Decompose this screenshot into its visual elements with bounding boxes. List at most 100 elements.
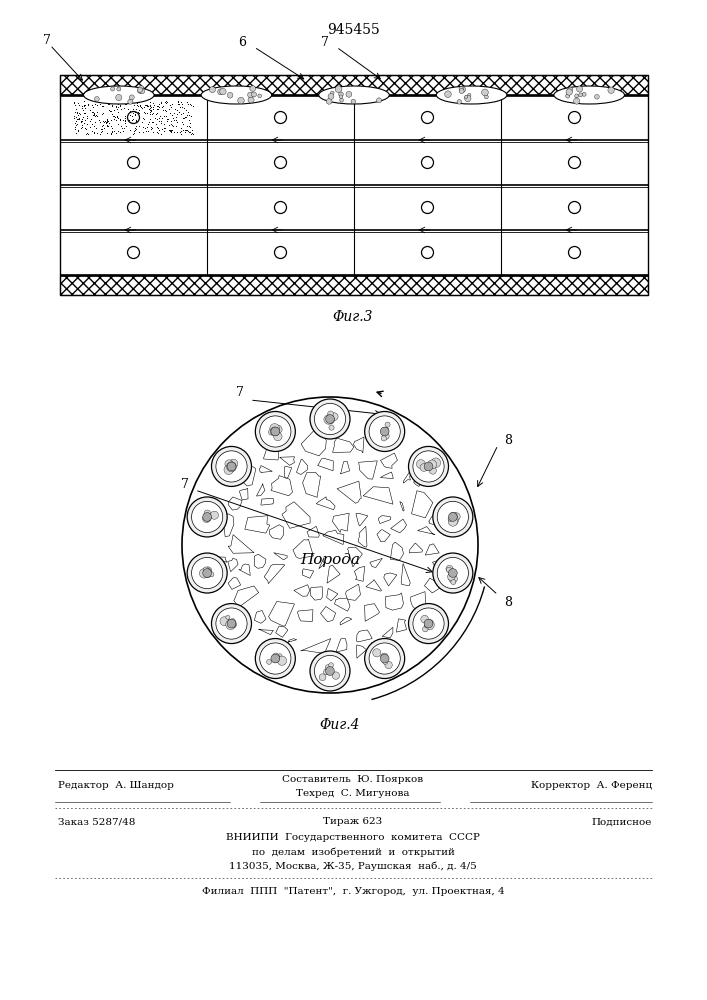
- Point: [129, 120, 140, 136]
- Point: [124, 122, 136, 138]
- Point: [68, 110, 79, 126]
- Point: [151, 124, 163, 140]
- Point: [187, 126, 199, 142]
- Circle shape: [448, 517, 457, 526]
- Circle shape: [568, 156, 580, 168]
- Point: [151, 98, 163, 114]
- Circle shape: [204, 513, 211, 520]
- Point: [80, 97, 91, 113]
- Polygon shape: [411, 592, 426, 614]
- Point: [159, 120, 170, 136]
- Polygon shape: [424, 578, 443, 593]
- Circle shape: [216, 451, 247, 482]
- Text: по  делам  изобретений  и  открытий: по делам изобретений и открытий: [252, 847, 455, 857]
- Point: [165, 122, 177, 138]
- Polygon shape: [293, 539, 313, 558]
- Point: [134, 97, 146, 113]
- Point: [143, 116, 154, 132]
- Circle shape: [128, 99, 133, 104]
- Point: [163, 122, 175, 138]
- Point: [109, 94, 120, 110]
- Circle shape: [226, 620, 235, 630]
- Polygon shape: [418, 527, 435, 534]
- Point: [177, 110, 189, 126]
- Circle shape: [227, 619, 236, 628]
- Point: [132, 95, 143, 111]
- Point: [82, 96, 93, 112]
- Point: [69, 108, 80, 124]
- Point: [72, 122, 83, 138]
- Point: [123, 101, 134, 117]
- Polygon shape: [336, 638, 347, 652]
- Polygon shape: [274, 553, 287, 560]
- Point: [136, 100, 148, 116]
- Circle shape: [566, 94, 570, 98]
- Polygon shape: [378, 516, 391, 524]
- Point: [124, 112, 135, 128]
- Point: [170, 101, 181, 117]
- Point: [185, 124, 196, 140]
- Point: [131, 113, 142, 129]
- Point: [182, 118, 193, 134]
- Circle shape: [568, 87, 573, 92]
- Circle shape: [421, 246, 433, 258]
- Point: [144, 104, 156, 120]
- Polygon shape: [296, 459, 308, 474]
- Circle shape: [227, 462, 236, 471]
- Point: [97, 106, 108, 122]
- Point: [124, 103, 136, 119]
- Circle shape: [421, 156, 433, 168]
- Point: [107, 95, 118, 111]
- Point: [84, 102, 95, 118]
- Ellipse shape: [436, 86, 507, 104]
- Circle shape: [269, 429, 274, 435]
- Point: [133, 102, 144, 118]
- Point: [137, 119, 148, 135]
- Point: [101, 118, 112, 134]
- Circle shape: [448, 513, 457, 521]
- Circle shape: [315, 655, 346, 687]
- Point: [147, 101, 158, 117]
- Point: [112, 104, 124, 120]
- Point: [182, 96, 194, 112]
- Point: [69, 115, 81, 131]
- Polygon shape: [280, 457, 295, 465]
- Circle shape: [421, 202, 433, 214]
- Point: [78, 97, 90, 113]
- Point: [73, 97, 84, 113]
- Point: [185, 126, 197, 142]
- Circle shape: [428, 460, 437, 469]
- Bar: [60, 275, 648, 295]
- Point: [84, 102, 95, 118]
- Point: [87, 99, 98, 115]
- Point: [129, 122, 141, 138]
- Circle shape: [117, 87, 121, 91]
- Circle shape: [139, 89, 145, 94]
- Point: [133, 98, 144, 114]
- Circle shape: [579, 93, 583, 97]
- Point: [158, 108, 170, 124]
- Circle shape: [573, 98, 580, 104]
- Circle shape: [271, 655, 279, 663]
- Circle shape: [481, 89, 489, 96]
- Ellipse shape: [319, 86, 390, 104]
- Point: [145, 103, 156, 119]
- Point: [97, 105, 108, 121]
- Circle shape: [258, 94, 262, 98]
- Circle shape: [203, 569, 211, 577]
- Point: [166, 107, 177, 123]
- Point: [160, 93, 172, 109]
- Point: [176, 106, 187, 122]
- Polygon shape: [213, 557, 227, 562]
- Point: [98, 98, 109, 114]
- Circle shape: [247, 92, 253, 98]
- Point: [71, 125, 82, 141]
- Circle shape: [274, 156, 286, 168]
- Point: [96, 121, 107, 137]
- Text: Порода: Порода: [300, 553, 360, 567]
- Circle shape: [424, 623, 429, 628]
- Point: [102, 112, 113, 128]
- Point: [85, 111, 96, 127]
- Point: [111, 108, 122, 124]
- Point: [175, 123, 187, 139]
